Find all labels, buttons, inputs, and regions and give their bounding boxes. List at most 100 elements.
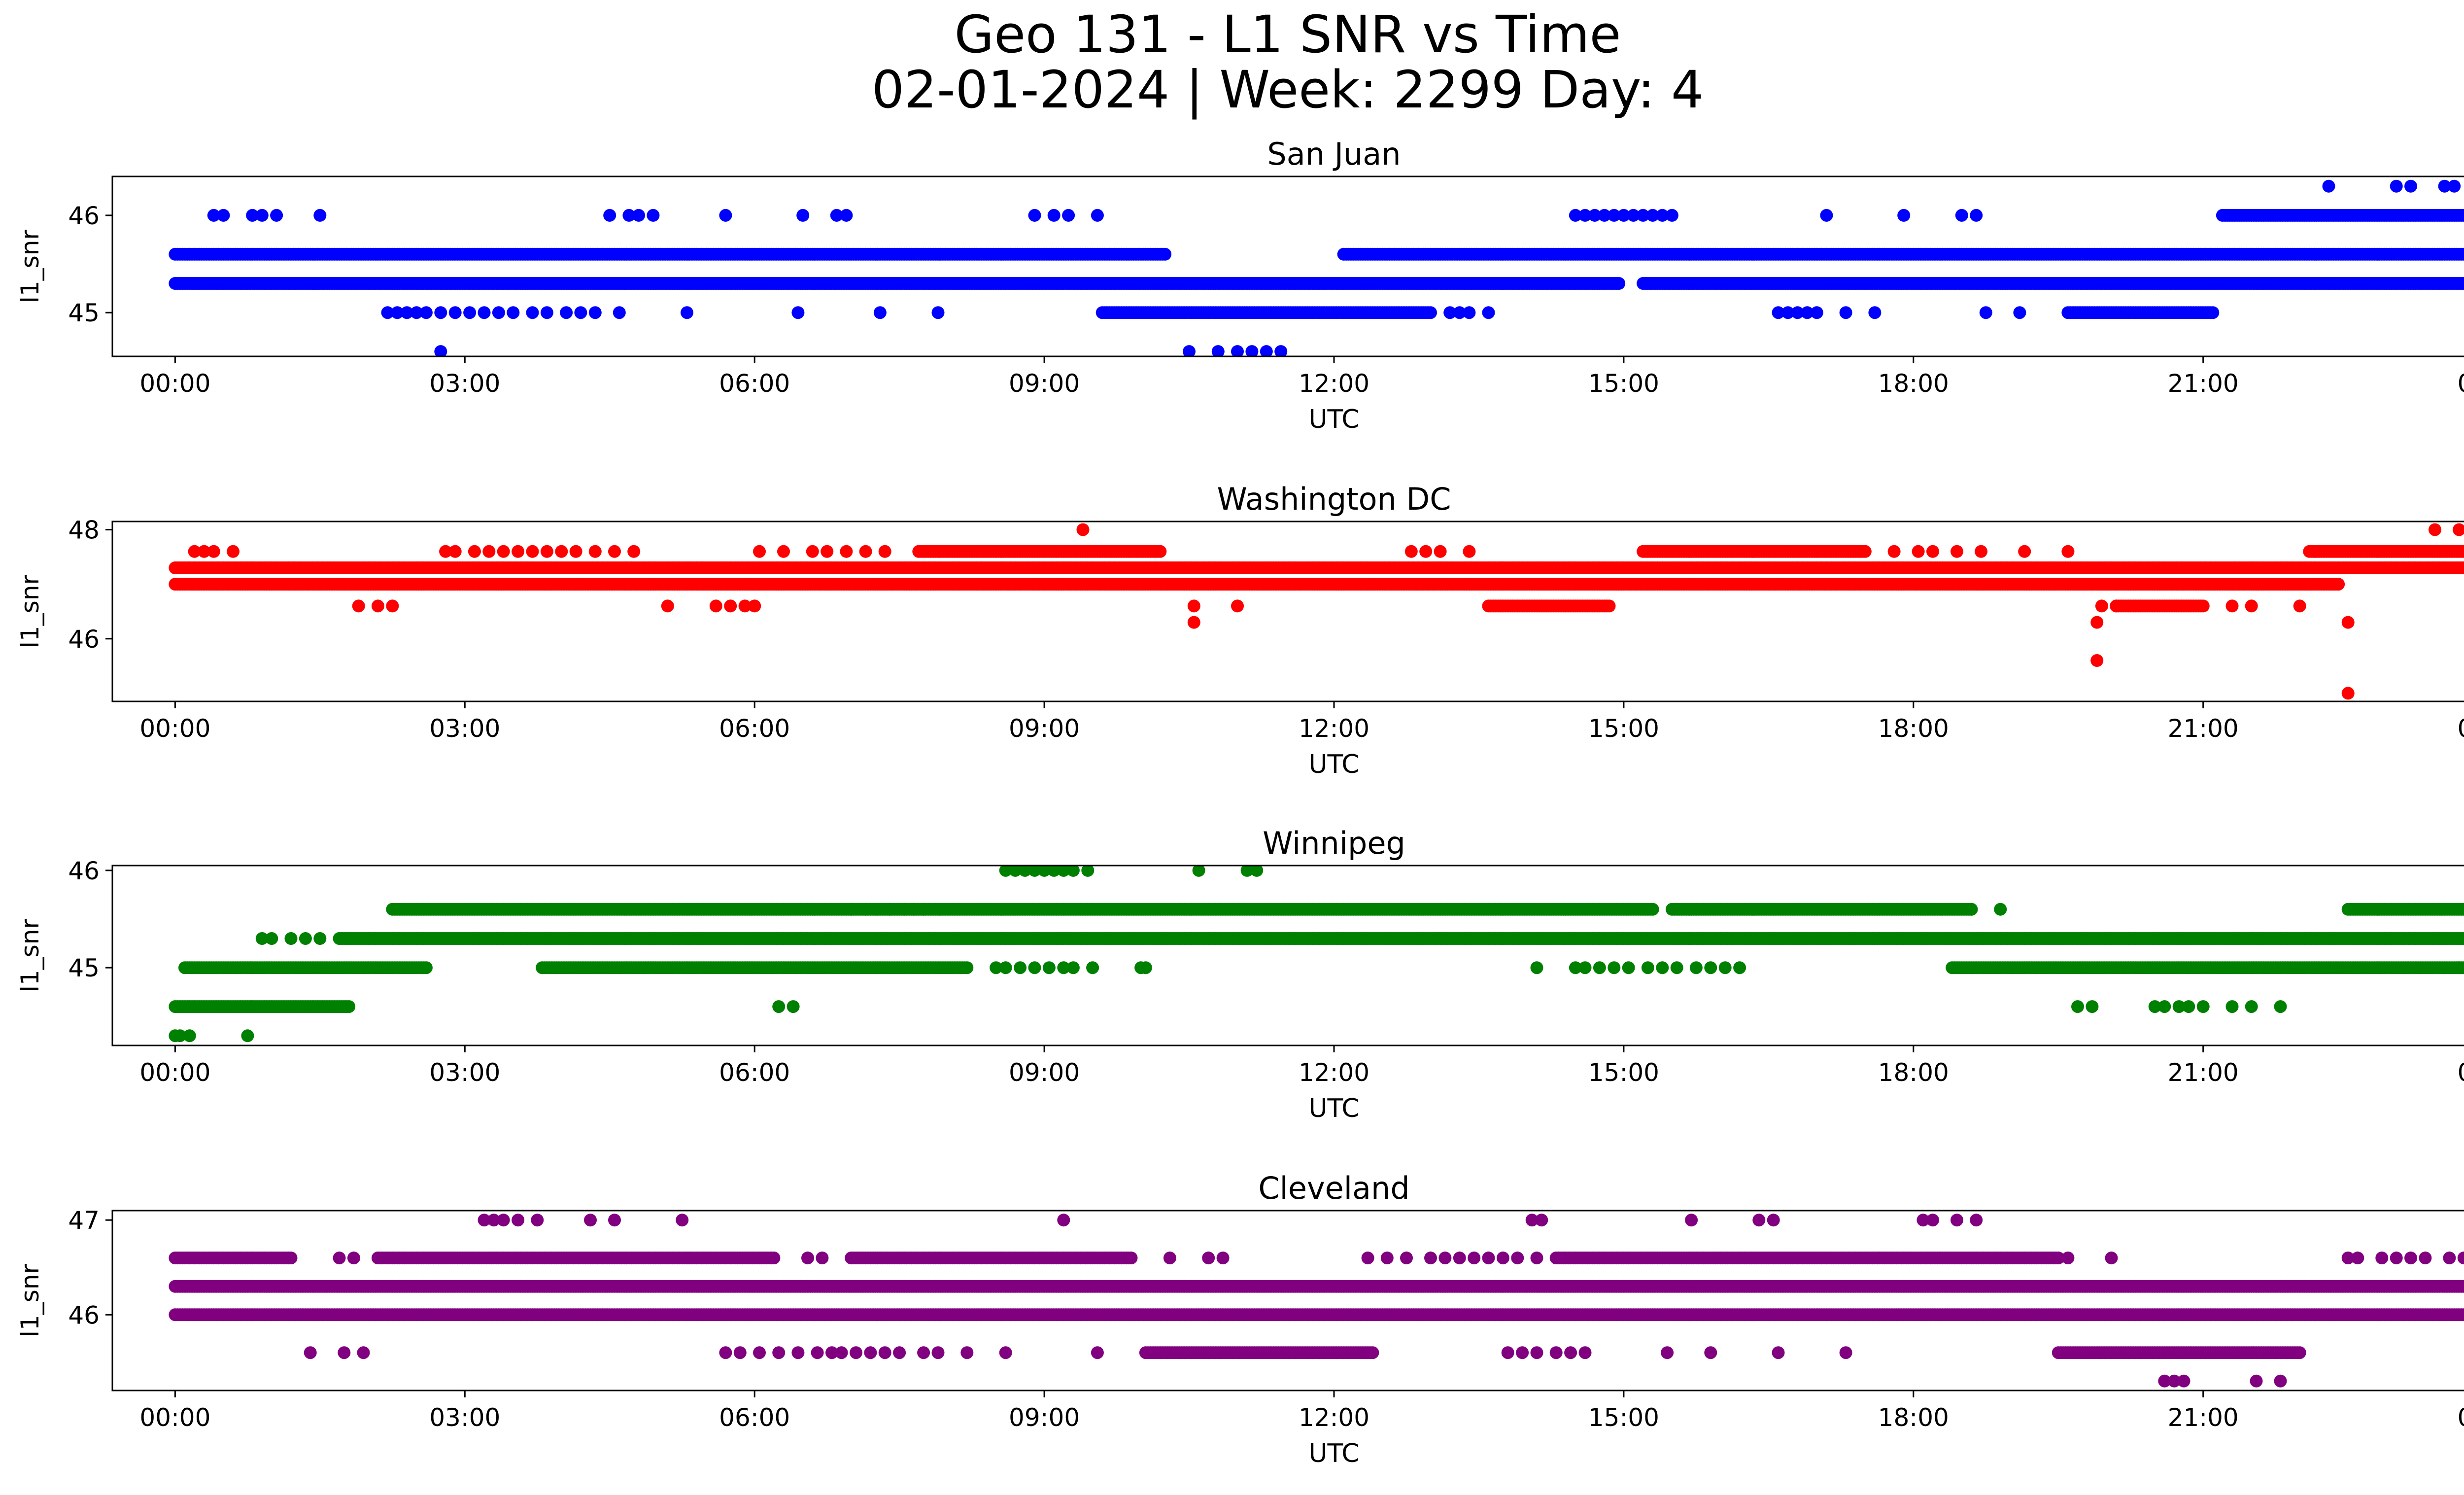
data-point	[1578, 209, 1592, 222]
title-line-2: 02-01-2024 | Week: 2299 Day: 4	[871, 60, 1704, 120]
data-point	[748, 599, 761, 613]
data-point	[859, 545, 872, 558]
data-point	[588, 306, 602, 319]
data-point	[2332, 578, 2345, 591]
data-point	[227, 545, 240, 558]
data-point	[2460, 561, 2464, 574]
data-point	[270, 209, 283, 222]
data-point	[2404, 179, 2417, 193]
data-point	[1076, 523, 1090, 536]
data-point	[492, 306, 505, 319]
y-tick-label: 45	[68, 299, 100, 327]
data-point	[540, 545, 553, 558]
data-point	[1183, 345, 1196, 356]
x-tick-label: 12:00	[1299, 369, 1369, 398]
data-point	[821, 545, 834, 558]
data-point	[439, 545, 452, 558]
data-point	[391, 306, 404, 319]
data-point	[1646, 209, 1659, 222]
data-point	[1260, 345, 1273, 356]
data-point	[2196, 599, 2210, 613]
data-point	[1434, 545, 1447, 558]
data-point	[647, 209, 660, 222]
data-point	[2460, 209, 2464, 222]
data-point	[1424, 306, 1437, 319]
axes-frame	[111, 521, 2464, 702]
data-point	[791, 306, 805, 319]
data-point	[1154, 545, 1167, 558]
data-point	[873, 306, 887, 319]
data-point	[478, 306, 491, 319]
data-point	[1598, 209, 1611, 222]
x-tick-label: 00:00	[139, 369, 210, 398]
x-tick-label: 15:00	[1588, 714, 1659, 743]
data-point	[2018, 545, 2031, 558]
data-point	[622, 209, 636, 222]
data-point	[753, 545, 766, 558]
data-point	[1028, 209, 1041, 222]
data-point	[2225, 599, 2239, 613]
data-point	[1612, 277, 1626, 290]
data-point	[507, 306, 520, 319]
data-point	[410, 306, 423, 319]
data-point	[840, 209, 853, 222]
data-point	[2462, 250, 2464, 259]
data-point	[2462, 279, 2464, 288]
data-point	[497, 545, 510, 558]
data-point	[1820, 209, 1833, 222]
data-point	[608, 545, 621, 558]
data-point	[1951, 545, 1963, 558]
data-point	[830, 209, 843, 222]
data-point	[1187, 616, 1200, 629]
x-tick-label: 03:00	[429, 369, 500, 398]
data-point	[1975, 545, 1987, 558]
title-line-1: Geo 131 - L1 SNR vs Time	[954, 4, 1621, 65]
data-point	[207, 545, 220, 558]
x-tick-label: 03:00	[429, 714, 500, 743]
data-points	[169, 866, 2464, 1043]
data-point	[1443, 306, 1457, 319]
data-point	[217, 209, 230, 222]
data-point	[400, 306, 413, 319]
data-point	[526, 545, 539, 558]
y-tick-label: 46	[68, 202, 100, 230]
data-point	[2460, 277, 2464, 290]
data-point	[2453, 523, 2464, 536]
subplot-title: San Juan	[1267, 136, 1401, 172]
data-point	[1926, 545, 1939, 558]
data-point	[719, 209, 732, 222]
data-point	[2341, 616, 2355, 629]
subplot-title: Winnipeg	[1263, 825, 1405, 861]
data-point	[1404, 545, 1418, 558]
data-point	[588, 545, 602, 558]
x-tick-label: 09:00	[1009, 714, 1080, 743]
data-point	[1858, 545, 1872, 558]
data-point	[468, 545, 481, 558]
data-point	[1791, 306, 1804, 319]
data-point	[188, 545, 201, 558]
data-point	[1839, 306, 1852, 319]
data-point	[574, 306, 587, 319]
y-axis-label: l1_snr	[16, 575, 44, 648]
data-point	[2429, 523, 2441, 536]
data-point	[1569, 209, 1582, 222]
data-point	[1627, 209, 1640, 222]
data-point	[1801, 306, 1814, 319]
x-tick-label: 09:00	[1009, 369, 1080, 398]
data-point	[419, 306, 433, 319]
data-point	[2245, 599, 2258, 613]
data-point	[2390, 179, 2403, 193]
x-tick-label: 00:00	[139, 714, 210, 743]
data-point	[1274, 345, 1288, 356]
x-tick-label: 12:00	[1299, 714, 1369, 743]
x-tick-label: 21:00	[2168, 369, 2239, 398]
data-point	[386, 599, 399, 613]
data-point	[1810, 306, 1823, 319]
data-point	[1603, 599, 1616, 613]
data-point	[777, 545, 790, 558]
data-point	[1656, 209, 1669, 222]
data-point	[1463, 545, 1476, 558]
